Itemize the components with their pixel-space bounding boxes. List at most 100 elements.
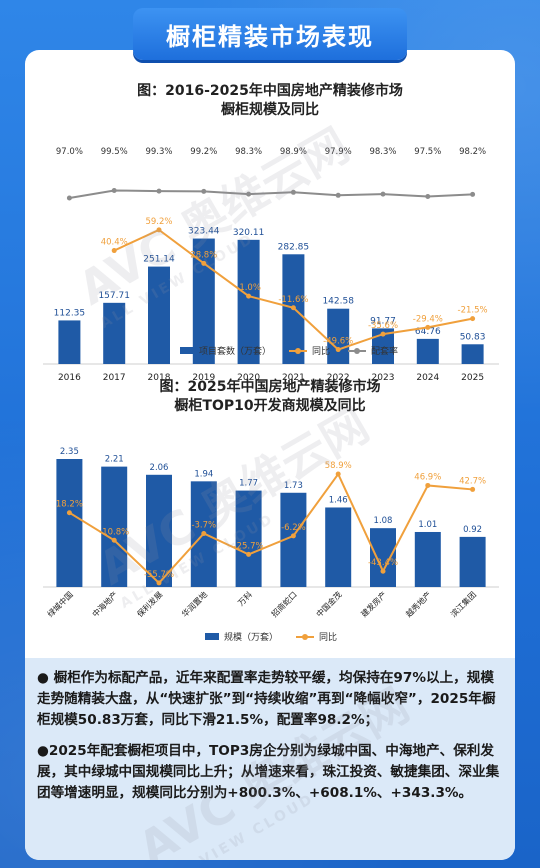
rate-point bbox=[66, 195, 72, 201]
rate-point bbox=[111, 188, 117, 193]
yoy-point bbox=[335, 347, 341, 353]
rate-point bbox=[425, 194, 431, 199]
yoy-point bbox=[425, 324, 431, 330]
chart2-title-line2: 橱柜TOP10开发商规模及同比 bbox=[174, 398, 366, 414]
legend-label: 同比 bbox=[319, 633, 338, 643]
yoy-point bbox=[470, 486, 476, 492]
yoy-point bbox=[201, 260, 207, 266]
bar bbox=[370, 528, 396, 587]
bar bbox=[459, 536, 486, 587]
yoy-label: -11.6% bbox=[278, 295, 308, 305]
bar bbox=[103, 302, 126, 364]
yoy-label: -21.5% bbox=[458, 306, 488, 316]
x-tick-label: 2025 bbox=[461, 373, 484, 383]
rate-point bbox=[246, 191, 252, 197]
yoy-point bbox=[290, 533, 296, 539]
bar-value-label: 50.83 bbox=[460, 332, 486, 342]
rate-label: 97.0% bbox=[56, 147, 83, 157]
x-tick-label: 保利发展 bbox=[135, 589, 165, 619]
chart1-title: 图：2016-2025年中国房地产精装修市场 橱柜规模及同比 bbox=[25, 82, 515, 120]
bar bbox=[192, 238, 215, 364]
rate-point bbox=[290, 189, 296, 195]
yoy-point bbox=[470, 316, 476, 322]
x-tick-label: 中海地产 bbox=[90, 589, 120, 619]
bar-value-label: 64.76 bbox=[415, 327, 441, 337]
x-tick-label: 2020 bbox=[237, 373, 260, 383]
bar-value-label: 0.92 bbox=[463, 525, 482, 535]
yoy-label: 18.2% bbox=[56, 500, 83, 510]
yoy-label: -1.0% bbox=[236, 283, 261, 293]
banner-title-text: 橱柜精装市场表现 bbox=[166, 22, 374, 51]
bar-value-label: 1.94 bbox=[194, 469, 213, 479]
chart2-title: 图：2025年中国房地产精装修市场 橱柜TOP10开发商规模及同比 bbox=[25, 378, 515, 416]
bar-value-label: 2.35 bbox=[60, 447, 79, 457]
legend-yoy-swatch bbox=[289, 347, 308, 354]
x-tick-label: 滨江集团 bbox=[448, 589, 478, 619]
chart2-title-line1: 图：2025年中国房地产精装修市场 bbox=[159, 379, 381, 395]
summary-paragraph-1: ● 橱柜作为标配产品，近年来配置率走势较平缓，均保持在97%以上，规模走势随精装… bbox=[37, 670, 496, 728]
yoy-label: 28.8% bbox=[190, 250, 217, 260]
legend-item-bar: 规模（万套） bbox=[205, 630, 278, 643]
yoy-label: -10.8% bbox=[99, 527, 129, 537]
rate-label: 97.5% bbox=[414, 147, 441, 157]
x-tick-label: 2016 bbox=[58, 373, 81, 383]
yoy-label: -29.4% bbox=[413, 314, 443, 324]
rate-point bbox=[156, 188, 162, 194]
bar-value-label: 1.01 bbox=[418, 520, 437, 530]
x-tick-label: 2017 bbox=[103, 373, 126, 383]
chart1-svg: 97.0% 99.5% 99.3% 99.2% 98.3% 98.9% 97.9% 98.3%… bbox=[43, 147, 499, 383]
rate-label: 98.9% bbox=[280, 147, 307, 157]
yoy-label: -49.6% bbox=[323, 337, 353, 347]
legend-item-yoy: 同比 bbox=[296, 630, 337, 643]
bar bbox=[414, 531, 441, 587]
yoy-point bbox=[156, 580, 162, 586]
summary-box: ● 橱柜作为标配产品，近年来配置率走势较平缓，均保持在97%以上，规模走势随精装… bbox=[25, 658, 515, 860]
x-tick-label: 2024 bbox=[416, 373, 439, 383]
x-tick-label: 华润置地 bbox=[180, 589, 210, 619]
yoy-label: -43.4% bbox=[368, 558, 398, 568]
bar-value-label: 323.44 bbox=[188, 227, 220, 237]
bar bbox=[372, 328, 394, 364]
yoy-label: -25.7% bbox=[234, 541, 264, 551]
yoy-point bbox=[335, 471, 341, 477]
legend-item-bar: 项目套数（万套） bbox=[180, 344, 271, 357]
yoy-point bbox=[380, 331, 386, 337]
yoy-point bbox=[111, 537, 117, 543]
x-tick-label: 2021 bbox=[282, 373, 305, 383]
legend-item-rate: 配套率 bbox=[348, 344, 398, 357]
legend-bar-swatch bbox=[180, 347, 194, 354]
yoy-point bbox=[246, 551, 252, 557]
legend-yoy-swatch bbox=[296, 633, 315, 640]
bar bbox=[56, 459, 83, 587]
yoy-label: -55.7% bbox=[144, 570, 174, 580]
banner-title: 橱柜精装市场表现 bbox=[133, 8, 407, 60]
bar bbox=[148, 266, 170, 364]
bar bbox=[325, 507, 352, 587]
chart2-svg: 2.35 绿城中国 2.21 中海地产 2.06 保利发展 1.94 华润置地 1.77 万科 1.… bbox=[43, 447, 499, 619]
bar bbox=[237, 239, 260, 364]
chart1-title-line1: 图：2016-2025年中国房地产精装修市场 bbox=[137, 83, 403, 99]
x-tick-label: 2018 bbox=[148, 373, 171, 383]
yoy-label: 58.9% bbox=[325, 461, 352, 471]
legend-label: 规模（万套） bbox=[224, 633, 279, 643]
x-tick-label: 越秀地产 bbox=[404, 589, 434, 619]
yoy-line bbox=[68, 472, 473, 585]
x-tick-label: 中国金茂 bbox=[314, 589, 344, 619]
bar-value-label: 1.73 bbox=[284, 481, 303, 491]
bar-value-label: 112.35 bbox=[54, 308, 86, 318]
rate-label: 99.5% bbox=[101, 147, 128, 157]
rate-label: 98.3% bbox=[369, 147, 396, 157]
chart1-legend: 项目套数（万套） 同比 配套率 bbox=[180, 344, 398, 357]
bar-value-label: 142.58 bbox=[322, 297, 354, 307]
chart1-title-line2: 橱柜规模及同比 bbox=[221, 102, 319, 118]
yoy-point bbox=[66, 510, 72, 516]
legend-bar-swatch bbox=[205, 633, 219, 640]
bar-value-label: 1.77 bbox=[239, 479, 258, 489]
x-tick-label: 绿城中国 bbox=[45, 589, 75, 619]
yoy-point bbox=[201, 531, 207, 537]
legend-label: 配套率 bbox=[371, 347, 399, 357]
bar bbox=[58, 320, 81, 364]
yoy-label: 59.2% bbox=[145, 217, 172, 227]
bar bbox=[327, 308, 350, 364]
yoy-label: -6.2% bbox=[281, 523, 306, 533]
